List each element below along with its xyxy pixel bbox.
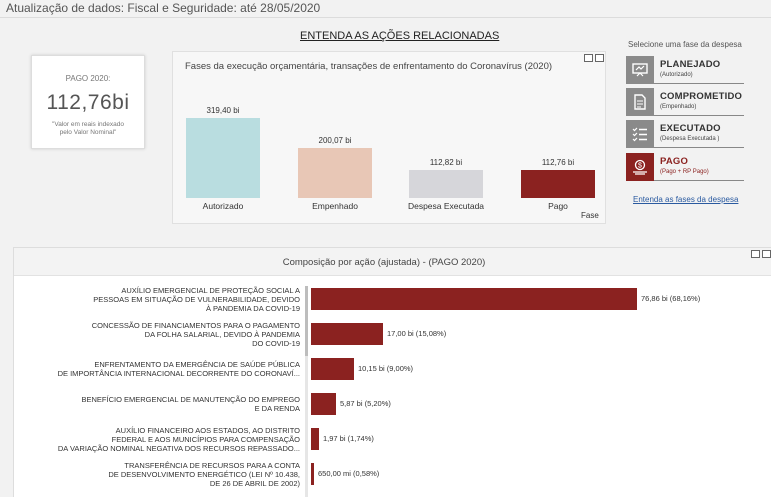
action-label-line: AUXÍLIO FINANCEIRO AOS ESTADOS, AO DISTR…	[115, 425, 300, 435]
action-label-line: E DA RENDA	[254, 404, 300, 413]
phase-bar-category: Autorizado	[202, 201, 244, 211]
action-bar[interactable]	[311, 393, 336, 415]
phase-button-sublabel: (Pago + RP Pago)	[660, 168, 709, 175]
action-bar[interactable]	[311, 288, 637, 310]
phase-button-comprometido[interactable]: COMPROMETIDO (Empenhado)	[626, 87, 744, 116]
action-label-line: DO COVID-19	[252, 338, 300, 348]
phase-bar-chart: 319,40 bi Autorizado 200,07 bi Empenhado 112…	[173, 52, 607, 225]
action-label: TRANSFERÊNCIA DE RECURSOS PARA A CONTA DE…	[14, 461, 300, 488]
action-label-line: À PANDEMIA DA COVID-19	[205, 303, 300, 313]
action-bar-value: 650,00 mi (0,58%)	[318, 469, 380, 478]
action-label-line: AUXÍLIO EMERGENCIAL DE PROTEÇÃO SOCIAL A	[121, 285, 300, 295]
phase-chart-panel: Fases da execução orçamentária, transaçõ…	[172, 51, 606, 224]
action-bar[interactable]	[311, 463, 314, 485]
svg-text:$: $	[638, 162, 642, 169]
checklist-icon	[626, 119, 654, 148]
presentation-icon	[626, 55, 654, 84]
related-actions-link[interactable]: ENTENDA AS AÇÕES RELACIONADAS	[300, 30, 500, 42]
action-bar[interactable]	[311, 358, 354, 380]
phases-info-link[interactable]: Entenda as fases da despesa	[633, 195, 739, 204]
phase-button-sublabel: (Despesa Executada )	[660, 135, 720, 142]
phase-button-sublabel: (Empenhado)	[660, 103, 697, 110]
phase-bar-category: Despesa Executada	[407, 201, 485, 211]
action-label-line: ENFRENTAMENTO DA EMERGÊNCIA DE SAÚDE PÚB…	[94, 360, 300, 369]
action-bar-value: 1,97 bi (1,74%)	[323, 434, 374, 443]
phase-bar-category: Empenhado	[312, 201, 358, 211]
action-bar[interactable]	[311, 323, 383, 345]
phase-button-label: PLANEJADO	[660, 58, 721, 70]
panel-toolbar	[584, 54, 604, 62]
kpi-value: 112,76bi	[46, 91, 130, 114]
money-icon: $	[626, 152, 654, 181]
phase-button-planejado[interactable]: PLANEJADO (Autorizado)	[626, 55, 744, 84]
phase-chart-title: Fases da execução orçamentária, transaçõ…	[185, 61, 553, 72]
action-bar-value: 10,15 bi (9,00%)	[358, 364, 414, 373]
phase-button-label: PAGO	[660, 155, 689, 167]
action-label-line: DA FOLHA SALARIAL, DEVIDO À PANDEMIA	[144, 329, 300, 339]
action-label: CONCESSÃO DE FINANCIAMENTOS PARA O PAGAM…	[14, 321, 300, 348]
action-bar-value: 17,00 bi (15,08%)	[387, 329, 447, 338]
phase-selector-title: Selecione uma fase da despesa	[628, 40, 742, 49]
action-label-line: DE DESENVOLVIMENTO ENERGÉTICO (LEI Nº 10…	[108, 469, 300, 479]
scrollbar[interactable]	[305, 286, 308, 497]
phase-bar-category: Pago	[548, 201, 568, 211]
kpi-card: PAGO 2020: 112,76bi "Valor em reais inde…	[31, 55, 145, 149]
action-label-line: DE 26 DE ABRIL DE 2002)	[209, 478, 300, 488]
action-bar-value: 5,87 bi (5,20%)	[340, 399, 391, 408]
phase-bar-value: 319,40 bi	[206, 106, 240, 115]
composition-panel: Composição por ação (ajustada) - (PAGO 2…	[13, 247, 771, 497]
phase-bar-value: 200,07 bi	[318, 136, 352, 145]
phase-bar-value: 112,76 bi	[541, 158, 575, 167]
action-bar[interactable]	[311, 428, 319, 450]
phase-button-label: COMPROMETIDO	[660, 90, 743, 102]
composition-header: Composição por ação (ajustada) - (PAGO 2…	[14, 248, 771, 276]
scrollbar-thumb[interactable]	[305, 286, 308, 356]
export-icon[interactable]	[751, 250, 760, 258]
focus-icon[interactable]	[762, 250, 771, 258]
phase-button-sublabel: (Autorizado)	[660, 71, 693, 78]
action-label: AUXÍLIO EMERGENCIAL DE PROTEÇÃO SOCIAL A…	[14, 286, 300, 313]
action-label-line: PESSOAS EM SITUAÇÃO DE VULNERABILIDADE, …	[93, 294, 300, 304]
action-label-line: FEDERAL E AOS MUNICÍPIOS PARA COMPENSAÇÃ…	[111, 434, 300, 444]
action-label: BENEFÍCIO EMERGENCIAL DE MANUTENÇÃO DO E…	[14, 395, 301, 413]
document-icon	[626, 87, 654, 116]
update-info: Atualização de dados: Fiscal e Seguridad…	[6, 1, 321, 15]
action-label: ENFRENTAMENTO DA EMERGÊNCIA DE SAÚDE PÚB…	[14, 360, 300, 378]
action-label-line: DA VARIAÇÃO NOMINAL NEGATIVA DOS RECURSO…	[57, 443, 300, 453]
phase-button-label: EXECUTADO	[660, 122, 721, 134]
phase-bar[interactable]	[298, 148, 372, 198]
x-axis-title: Fase	[581, 211, 599, 220]
phase-bar[interactable]	[186, 118, 260, 198]
panel-toolbar	[751, 250, 771, 258]
focus-icon[interactable]	[595, 54, 604, 62]
kpi-note-line: pelo Valor Nominal"	[59, 129, 117, 136]
phase-button-executado[interactable]: EXECUTADO (Despesa Executada )	[626, 119, 744, 148]
kpi-note-line: "Valor em reais indexado	[52, 121, 124, 128]
action-label-line: TRANSFERÊNCIA DE RECURSOS PARA A CONTA	[124, 460, 300, 470]
phase-button-pago[interactable]: $ PAGO (Pago + RP Pago)	[626, 152, 744, 181]
phase-bar-value: 112,82 bi	[429, 158, 463, 167]
action-label: AUXÍLIO FINANCEIRO AOS ESTADOS, AO DISTR…	[14, 426, 300, 453]
phase-bar[interactable]	[521, 170, 595, 198]
action-label-line: BENEFÍCIO EMERGENCIAL DE MANUTENÇÃO DO E…	[81, 395, 301, 404]
kpi-label: PAGO 2020:	[65, 74, 111, 83]
action-bar-value: 76,86 bi (68,16%)	[641, 294, 701, 303]
composition-title: Composição por ação (ajustada) - (PAGO 2…	[282, 257, 486, 268]
export-icon[interactable]	[584, 54, 593, 62]
action-label-line: DE IMPORTÂNCIA INTERNACIONAL DECORRENTE …	[57, 369, 300, 378]
action-label-line: CONCESSÃO DE FINANCIAMENTOS PARA O PAGAM…	[91, 320, 300, 330]
divider	[0, 17, 771, 18]
kpi-note: "Valor em reais indexado pelo Valor Nomi…	[32, 121, 144, 137]
phase-bar[interactable]	[409, 170, 483, 198]
